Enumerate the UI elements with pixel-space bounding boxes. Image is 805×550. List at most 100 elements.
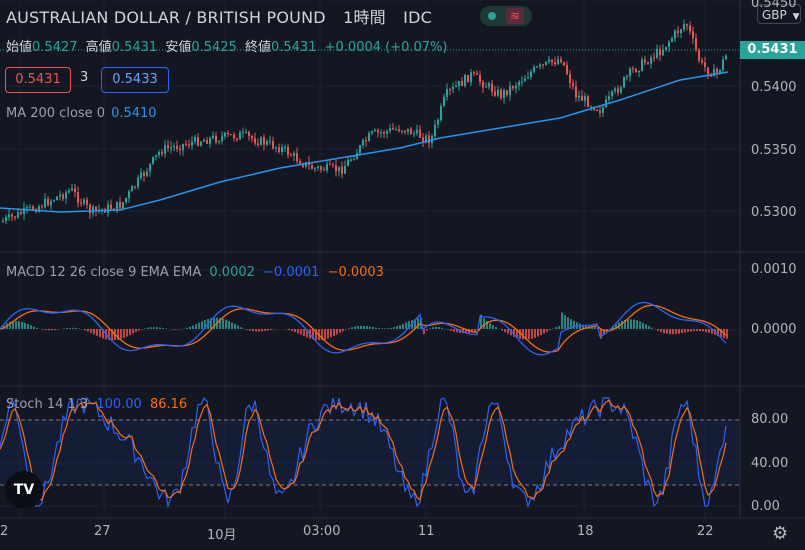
low-value: 0.5425	[191, 40, 237, 55]
candle-body	[704, 62, 706, 68]
macd-histogram-bar	[129, 329, 131, 336]
macd-histogram-bar	[441, 327, 443, 329]
macd-histogram-bar	[96, 329, 98, 336]
candle-body	[722, 59, 724, 70]
candle-body	[155, 154, 157, 157]
macd-histogram-bar	[99, 329, 101, 338]
macd-histogram-bar	[132, 329, 134, 334]
high-label: 高値	[85, 40, 112, 55]
candle-body	[107, 204, 109, 213]
macd-histogram-bar	[639, 321, 641, 329]
currency-button[interactable]: GBP ▼	[757, 4, 801, 24]
candle-body	[611, 91, 613, 97]
sell-button[interactable]: 0.5431	[5, 67, 71, 93]
candle-body	[329, 164, 331, 166]
macd-histogram-bar	[621, 320, 623, 329]
macd-pane[interactable]	[0, 301, 728, 356]
macd-histogram-bar	[258, 329, 260, 332]
candle-body	[692, 31, 694, 39]
candle-body	[284, 146, 286, 148]
candle-body	[602, 107, 604, 113]
timeframe-label[interactable]: 1時間	[343, 8, 386, 27]
candle-body	[83, 199, 85, 204]
candle-body	[395, 129, 397, 131]
candle-body	[650, 57, 652, 64]
candle-body	[128, 191, 130, 199]
price-pane[interactable]	[0, 19, 740, 225]
candle-body	[683, 24, 685, 30]
candle-body	[416, 129, 418, 134]
macd-histogram-bar	[42, 329, 44, 330]
macd-histogram-bar	[288, 329, 290, 331]
candle-body	[359, 145, 361, 154]
macd-histogram-bar	[570, 319, 572, 329]
candle-body	[167, 145, 169, 149]
time-axis-label: 11	[418, 524, 435, 539]
market-status-badge[interactable]: ≋	[480, 6, 532, 26]
stoch-d-line	[0, 399, 727, 502]
macd-histogram-bar	[633, 319, 635, 329]
candle-body	[161, 152, 163, 154]
candle-body	[368, 133, 370, 142]
macd-histogram-bar	[102, 329, 104, 339]
macd-histogram-bar	[237, 325, 239, 329]
candle-body	[344, 166, 346, 174]
candle-body	[491, 83, 493, 92]
macd-legend[interactable]: MACD 12 26 close 9 EMA EMA 0.0002 −0.000…	[6, 265, 384, 280]
macd-histogram-bar	[540, 329, 542, 336]
ma-legend[interactable]: MA 200 close 0 0.5410	[6, 106, 157, 121]
macd-histogram-bar	[249, 329, 251, 331]
candle-body	[164, 145, 166, 154]
macd-histogram-bar	[222, 318, 224, 329]
stoch-legend[interactable]: Stoch 14 1 3 100.00 86.16	[6, 397, 187, 412]
macd-histogram-bar	[381, 328, 383, 329]
candle-body	[224, 132, 226, 137]
candle-body	[434, 124, 436, 137]
candle-body	[200, 141, 202, 146]
candle-body	[317, 166, 319, 168]
pane-separators[interactable]	[0, 0, 805, 519]
candle-body	[119, 201, 121, 209]
candle-body	[287, 146, 289, 156]
symbol-header[interactable]: AUSTRALIAN DOLLAR / BRITISH POUND 1時間 ID…	[6, 4, 432, 28]
macd-histogram-bar	[162, 328, 164, 329]
macd-histogram-bar	[372, 327, 374, 329]
candle-body	[362, 139, 364, 146]
macd-histogram-bar	[27, 324, 29, 329]
macd-histogram-bar	[156, 327, 158, 329]
stoch-pane[interactable]	[0, 396, 740, 509]
buy-button[interactable]: 0.5433	[101, 67, 169, 93]
macd-histogram-bar	[399, 325, 401, 329]
macd-histogram-bar	[48, 329, 50, 331]
macd-histogram-bar	[438, 327, 440, 329]
candle-body	[152, 156, 154, 164]
macd-histogram-bar	[405, 322, 407, 329]
macd-histogram-bar	[615, 324, 617, 329]
macd-histogram-bar	[471, 329, 473, 333]
tradingview-logo[interactable]: TV	[5, 471, 43, 509]
candle-body	[47, 198, 49, 206]
chevron-down-icon: ▼	[792, 12, 800, 22]
candle-body	[290, 155, 292, 157]
macd-histogram-bar	[522, 329, 524, 340]
macd-histogram-bar	[228, 320, 230, 329]
symbol-title[interactable]: AUSTRALIAN DOLLAR / BRITISH POUND	[6, 8, 326, 27]
candle-body	[566, 65, 568, 75]
macd-histogram-bar	[294, 329, 296, 333]
macd-histogram-bar	[198, 322, 200, 329]
candle-body	[719, 69, 721, 73]
candle-body	[179, 148, 181, 151]
macd-histogram-bar	[366, 326, 368, 329]
gear-icon[interactable]: ⚙	[772, 523, 789, 544]
candle-body	[689, 25, 691, 32]
candle-body	[101, 209, 103, 211]
macd-histogram-bar	[582, 324, 584, 329]
candle-body	[296, 153, 298, 162]
candle-body	[53, 200, 55, 202]
candle-body	[239, 132, 241, 140]
candle-body	[560, 59, 562, 63]
candle-body	[407, 128, 409, 133]
candle-body	[716, 68, 718, 73]
macd-histogram-bar	[255, 329, 257, 332]
